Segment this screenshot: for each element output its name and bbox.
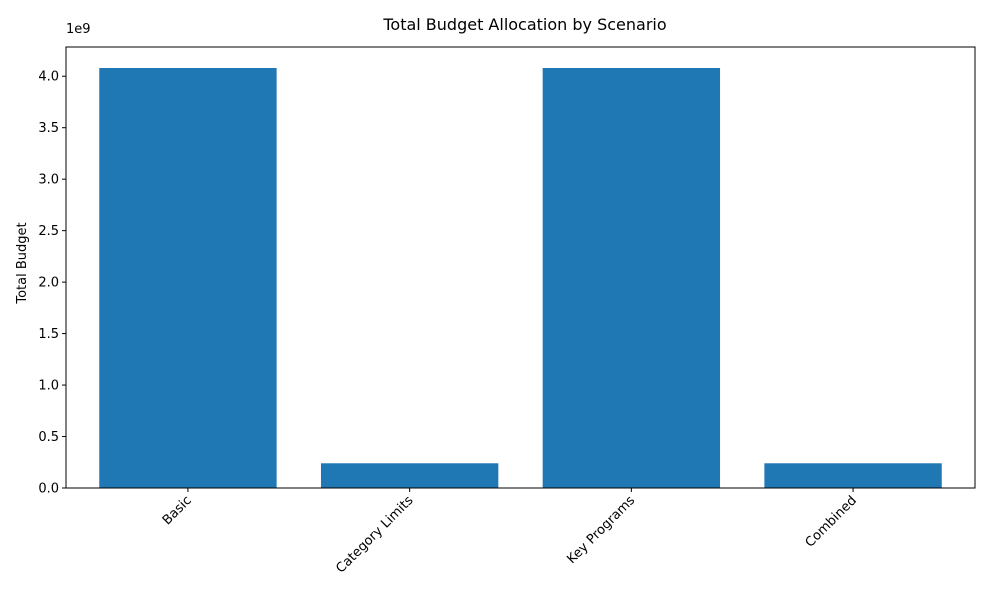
y-tick-label: 1.0 bbox=[38, 379, 59, 394]
y-tick-label: 3.5 bbox=[38, 121, 59, 136]
bar-basic bbox=[99, 68, 277, 488]
y-tick-label: 0.0 bbox=[38, 482, 59, 497]
y-tick-label: 3.0 bbox=[38, 173, 59, 188]
y-axis-offset-label: 1e9 bbox=[66, 22, 91, 37]
y-axis-label: Total Budget bbox=[15, 222, 30, 304]
x-tick-label: Combined bbox=[803, 493, 860, 550]
y-tick-label: 2.0 bbox=[38, 276, 59, 291]
x-axis-ticks: Basic Category Limits Key Programs Combined bbox=[160, 488, 860, 576]
y-axis-ticks: 0.0 0.5 1.0 1.5 2.0 2.5 3.0 3.5 4.0 bbox=[38, 70, 66, 497]
x-tick-label: Category Limits bbox=[333, 493, 416, 576]
plot-frame bbox=[65, 46, 976, 489]
x-tick-label: Basic bbox=[160, 493, 195, 528]
bar-category-limits bbox=[320, 463, 499, 488]
y-tick-label: 1.5 bbox=[38, 327, 59, 342]
y-tick-label: 4.0 bbox=[38, 70, 59, 85]
chart-title: Total Budget Allocation by Scenario bbox=[382, 15, 666, 34]
bar-combined bbox=[764, 463, 942, 488]
bars-group bbox=[99, 68, 942, 488]
bar-key-programs bbox=[542, 68, 721, 488]
y-tick-label: 0.5 bbox=[38, 430, 59, 445]
y-tick-label: 2.5 bbox=[38, 224, 59, 239]
x-tick-label: Key Programs bbox=[564, 493, 638, 567]
